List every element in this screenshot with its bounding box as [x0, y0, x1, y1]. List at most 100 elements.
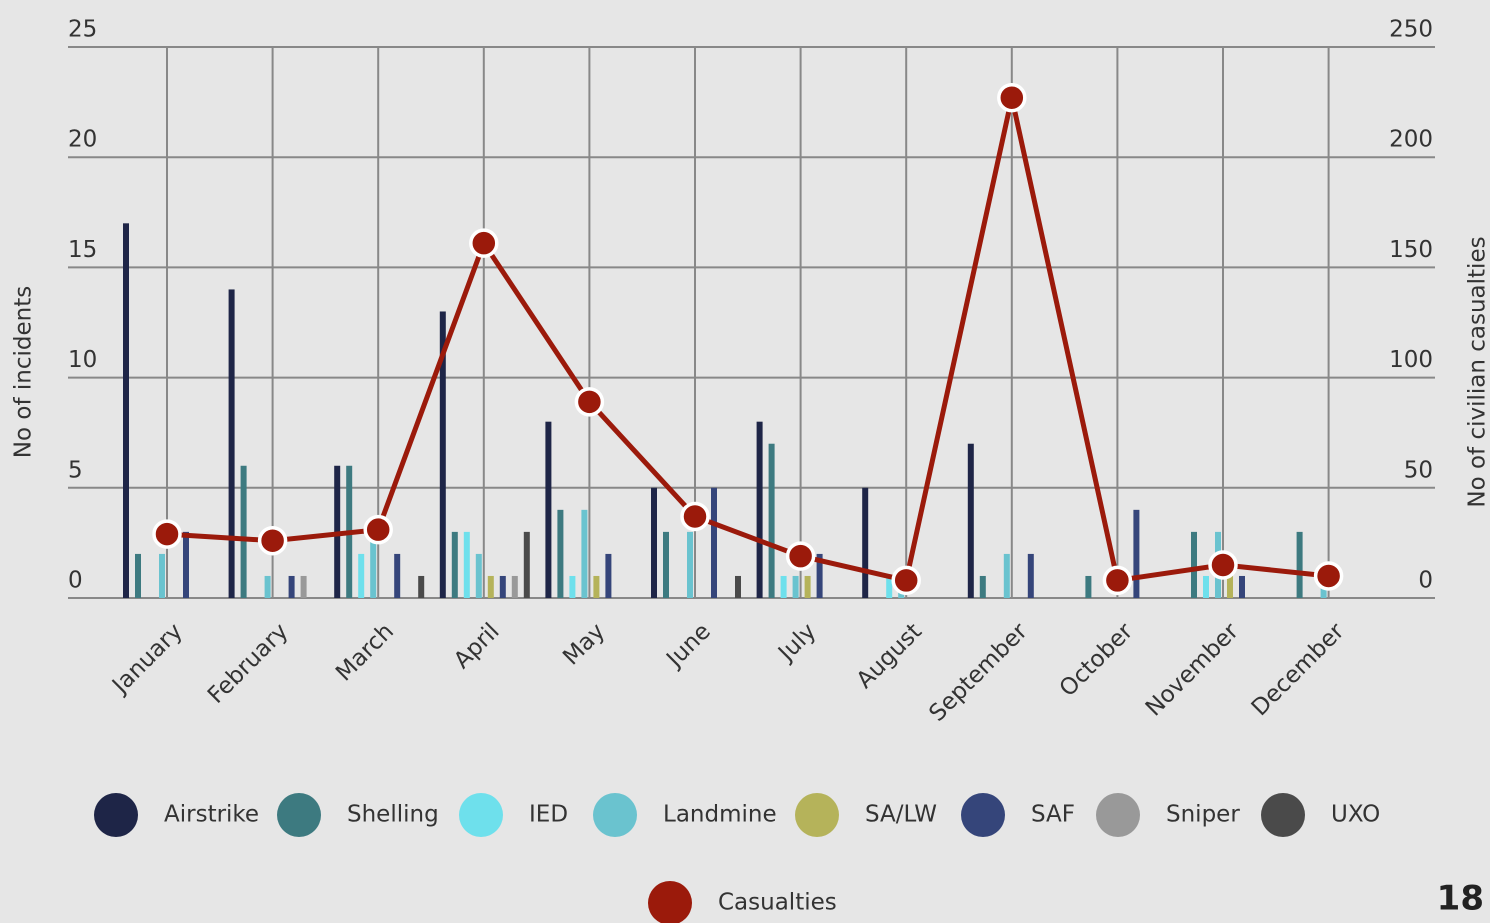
- bar: [557, 509, 564, 598]
- bar: [663, 531, 669, 598]
- bar: [135, 553, 141, 598]
- y2-tick-label: 250: [1389, 17, 1433, 43]
- legend-swatch: [1096, 793, 1140, 837]
- line-marker: [1102, 565, 1133, 596]
- legend-swatch: [593, 793, 637, 837]
- line-marker: [257, 525, 288, 556]
- bar: [1003, 553, 1010, 598]
- legend-swatch: [648, 881, 692, 923]
- x-tick-label: December: [1247, 618, 1350, 721]
- bar: [735, 575, 741, 598]
- bar: [605, 553, 612, 598]
- bar: [687, 531, 693, 598]
- bar: [451, 531, 458, 598]
- bar: [487, 575, 494, 598]
- bar: [1085, 575, 1092, 598]
- line-marker: [1208, 550, 1238, 580]
- bar: [1203, 575, 1209, 598]
- bar: [967, 443, 974, 598]
- x-tick-label: July: [772, 618, 821, 667]
- legend-swatch: [795, 793, 839, 837]
- bar: [651, 487, 657, 598]
- bar: [499, 575, 506, 598]
- bar: [159, 553, 165, 598]
- bar: [394, 553, 401, 598]
- y2-tick-label: 50: [1404, 457, 1433, 483]
- x-tick-label: October: [1055, 618, 1139, 702]
- y-tick-label: 20: [68, 127, 97, 153]
- bar: [816, 553, 823, 598]
- x-tick-label: February: [203, 618, 293, 708]
- bar: [1191, 531, 1197, 598]
- y-axis-label: No of incidents: [11, 286, 37, 458]
- line-marker: [574, 387, 605, 417]
- legend-label: SA/LW: [865, 802, 937, 828]
- bar: [792, 575, 799, 598]
- legend-swatch: [94, 793, 138, 837]
- bar: [240, 465, 247, 598]
- x-tick-label: April: [449, 618, 505, 674]
- bar: [862, 487, 869, 598]
- legend-label: Sniper: [1166, 802, 1240, 828]
- bar: [288, 575, 295, 598]
- bar: [886, 575, 893, 598]
- bar: [1239, 575, 1245, 598]
- x-tick-label: January: [106, 618, 187, 699]
- bar: [370, 531, 377, 598]
- bar: [358, 553, 365, 598]
- y-tick-label: 0: [68, 568, 83, 594]
- y-tick-label: 5: [68, 457, 83, 483]
- line-marker: [997, 82, 1027, 113]
- legend-swatch: [961, 793, 1005, 837]
- bar: [1296, 531, 1303, 598]
- bar: [264, 575, 271, 598]
- y2-axis-label: No of civilian casualties: [1465, 236, 1490, 507]
- bar: [711, 487, 717, 598]
- x-tick-label: November: [1141, 618, 1244, 721]
- y-tick-label: 10: [68, 347, 97, 373]
- y2-tick-label: 100: [1389, 347, 1433, 373]
- bar: [768, 443, 775, 598]
- line-marker: [1313, 561, 1344, 591]
- bar: [804, 575, 811, 598]
- line: [166, 97, 1329, 584]
- legend-label: Landmine: [663, 802, 777, 828]
- bar: [123, 223, 129, 598]
- y2-tick-label: 0: [1418, 568, 1433, 594]
- bar: [463, 531, 470, 598]
- bar: [545, 421, 552, 598]
- legend-label: Shelling: [347, 802, 439, 828]
- x-tick-label: March: [331, 618, 399, 686]
- bar: [300, 575, 307, 598]
- legend-label: Casualties: [718, 890, 837, 916]
- bar: [569, 575, 576, 598]
- legend-label: SAF: [1031, 802, 1075, 828]
- bar: [475, 553, 482, 598]
- bar: [228, 289, 235, 598]
- y-tick-label: 25: [68, 17, 97, 43]
- bar: [1027, 553, 1034, 598]
- bar: [581, 509, 588, 598]
- line-marker: [363, 514, 393, 545]
- page-number: 18: [1437, 879, 1484, 919]
- line-marker: [785, 541, 816, 571]
- line-marker: [152, 519, 182, 549]
- legend-label: UXO: [1331, 802, 1380, 828]
- line-marker: [680, 501, 710, 532]
- x-tick-label: September: [924, 618, 1033, 727]
- bar: [756, 421, 763, 598]
- bar: [593, 575, 600, 598]
- y2-tick-label: 150: [1389, 237, 1433, 263]
- line-marker: [469, 228, 499, 258]
- bar: [1227, 575, 1233, 598]
- bar: [439, 311, 446, 598]
- bar: [511, 575, 518, 598]
- bar: [523, 531, 530, 598]
- bar: [418, 575, 425, 598]
- x-tick-label: May: [558, 618, 610, 670]
- bar: [183, 531, 189, 598]
- legend-label: Airstrike: [164, 802, 259, 828]
- bar: [1133, 509, 1140, 598]
- bar: [979, 575, 986, 598]
